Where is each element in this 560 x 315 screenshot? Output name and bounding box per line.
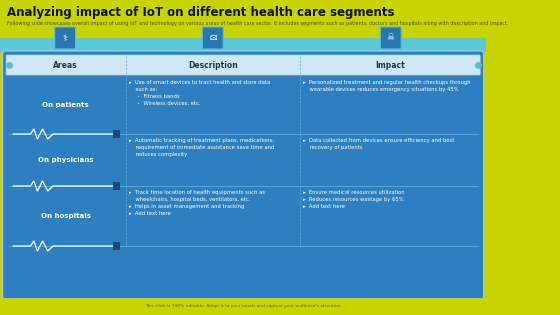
Bar (0, 0, 486, 38)
Text: ▸  Personalized treatment and regular health checkups through
    wearable devic: ▸ Personalized treatment and regular hea… (303, 80, 471, 92)
Bar (0, 298, 486, 315)
Text: Impact: Impact (375, 60, 405, 70)
Text: ✉: ✉ (209, 33, 217, 43)
Text: ▸  Track time location of health equipments such as
    wheelchairs, hospital be: ▸ Track time location of health equipmen… (129, 190, 265, 216)
Bar (113, 242, 120, 250)
Text: On physicians: On physicians (38, 157, 94, 163)
Text: ▸  Data collected from devices ensure efficiency and best
    recovery of patien: ▸ Data collected from devices ensure eff… (303, 138, 455, 150)
Text: Analyzing impact of IoT on different health care segments: Analyzing impact of IoT on different hea… (7, 6, 394, 19)
FancyBboxPatch shape (3, 51, 484, 299)
FancyBboxPatch shape (55, 27, 76, 49)
Text: Description: Description (188, 60, 237, 70)
Text: ⚕: ⚕ (63, 33, 68, 43)
Text: On hospitals: On hospitals (40, 213, 91, 219)
Text: ▸  Use of smart devices to tract health and store data
    such as:
     ◦  Fitn: ▸ Use of smart devices to tract health a… (129, 80, 270, 106)
Text: Areas: Areas (53, 60, 78, 70)
Bar (113, 130, 120, 138)
Text: ▸  Automatic tracking of treatment plans, medications;
    requirement of immedi: ▸ Automatic tracking of treatment plans,… (129, 138, 275, 157)
Text: Following slide showcases overall impact of using IoT and technology on various : Following slide showcases overall impact… (7, 21, 508, 26)
Text: On patients: On patients (42, 102, 89, 108)
Bar (113, 182, 120, 190)
FancyBboxPatch shape (380, 27, 401, 49)
Text: ▸  Ensure medical resources utilization
▸  Reduces resources wastage by 65%
▸  A: ▸ Ensure medical resources utilization ▸… (303, 190, 405, 209)
FancyBboxPatch shape (6, 55, 480, 75)
FancyBboxPatch shape (202, 27, 223, 49)
Text: This slide is 100% editable. Adapt it to your needs and capture your audience's : This slide is 100% editable. Adapt it to… (145, 305, 342, 308)
Text: ☠: ☠ (387, 33, 395, 43)
Bar (0, 38, 486, 52)
